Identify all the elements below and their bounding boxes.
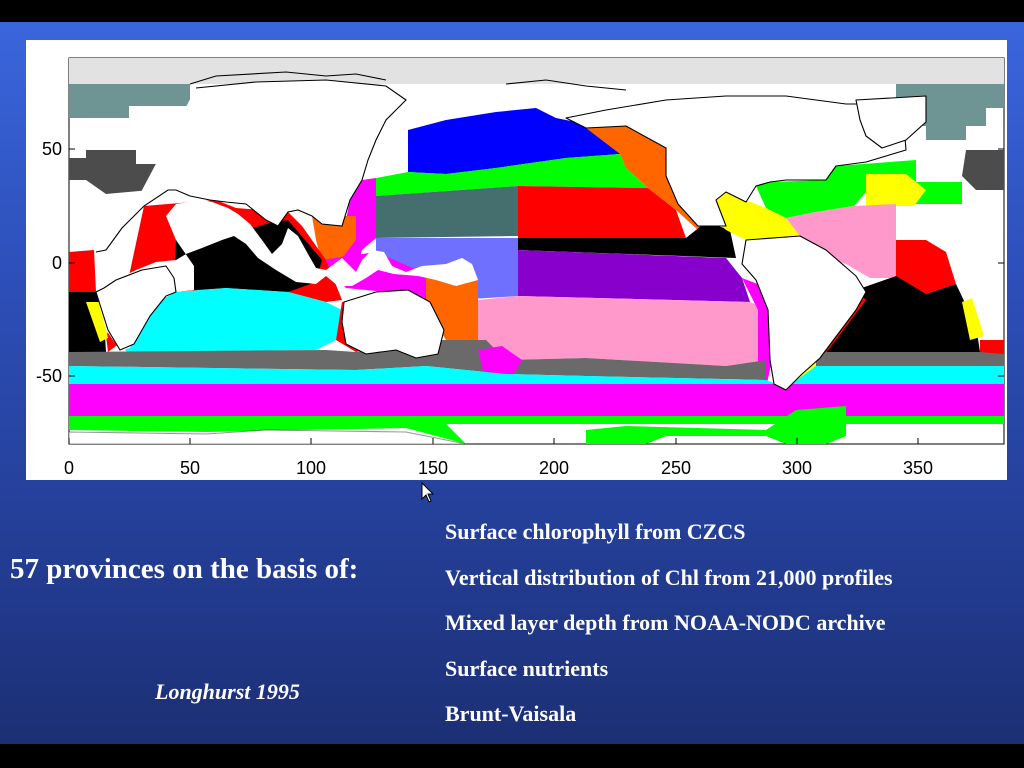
- province-antarctic-green-south: [69, 406, 846, 444]
- province-indonesia-magenta: [322, 252, 446, 302]
- province-pacific-coast-orange: [586, 126, 706, 230]
- province-north-atlantic-yellow: [866, 174, 926, 206]
- x-tick-label: 0: [64, 458, 74, 478]
- province-namibia-yellow: [962, 298, 984, 340]
- province-equatorial-purple: [518, 250, 750, 302]
- land-australia: [341, 289, 445, 359]
- y-tick-label: 0: [52, 253, 62, 273]
- province-west-pacific-orange: [312, 216, 356, 262]
- province-north-pacific-green: [376, 154, 648, 196]
- land-eurasia-africa: [96, 80, 478, 350]
- y-axis-ticks: [69, 148, 1004, 377]
- arctic-ice: [69, 58, 1004, 84]
- x-tick-label: 100: [296, 458, 326, 478]
- province-map: 0 50 100 150 200 250 300 350 50 0 -50: [36, 57, 1005, 478]
- province-antarctic-green: [69, 416, 1004, 424]
- land-africa-south: [95, 265, 177, 351]
- x-tick-label: 350: [903, 458, 933, 478]
- province-west-pacific-magenta: [342, 178, 376, 272]
- province-cape-red: [980, 340, 1004, 354]
- province-gulf-stream-green: [756, 182, 786, 218]
- province-indian-gyre-cyan: [124, 288, 342, 352]
- x-tick-label: 150: [418, 458, 448, 478]
- x-tick-label: 250: [661, 458, 691, 478]
- basis-item: Mixed layer depth from NOAA-NODC archive: [445, 610, 886, 636]
- x-tick-label: 200: [539, 458, 569, 478]
- province-north-atlantic-pink: [786, 204, 896, 278]
- province-north-pacific-red: [518, 186, 686, 238]
- basis-item: Vertical distribution of Chl from 21,000…: [445, 564, 893, 590]
- citation: Longhurst 1995: [155, 679, 300, 704]
- province-map-panel: 0 50 100 150 200 250 300 350 50 0 -50: [26, 40, 1007, 480]
- land-greenland: [855, 95, 927, 149]
- continent-outlines: [68, 80, 927, 445]
- province-east-pacific-black: [518, 222, 736, 258]
- province-north-pacific-blue: [408, 108, 620, 174]
- subpolar-province-east: [962, 150, 1004, 190]
- land-south-america: [741, 235, 867, 391]
- basis-item: Brunt-Vaisala: [445, 701, 577, 727]
- province-canary-red: [896, 240, 956, 294]
- arctic-province-west: [69, 84, 190, 106]
- land-antarctica: [68, 429, 467, 445]
- land-arctic-outline: [189, 71, 627, 91]
- x-tick-label: 50: [180, 458, 200, 478]
- province-subantarctic-cyan: [69, 366, 1004, 388]
- land-eurasia-outline: [95, 79, 407, 253]
- x-axis-ticks: [68, 438, 919, 444]
- basis-item: Surface chlorophyll from CZCS: [445, 519, 746, 544]
- province-guinea-red: [69, 250, 96, 292]
- province-caribbean-yellow: [706, 192, 800, 240]
- basis-list: Surface chlorophyll from CZCS Vertical d…: [445, 517, 893, 745]
- province-south-pacific-pink: [478, 296, 768, 366]
- y-tick-label: -50: [36, 366, 62, 386]
- province-north-pacific-teal: [376, 186, 518, 238]
- province-polar-front-magenta: [69, 384, 1004, 416]
- x-tick-label: 300: [782, 458, 812, 478]
- land-north-america: [565, 95, 907, 227]
- mouse-pointer-icon: [421, 482, 435, 503]
- arctic-province-west-lower: [69, 106, 129, 118]
- y-tick-label: 50: [42, 139, 62, 159]
- province-atlantic-front-gray: [816, 352, 1004, 366]
- lead-text: 57 provinces on the basis of:: [10, 553, 359, 585]
- province-subtropical-front-gray: [69, 340, 766, 380]
- basis-item: Surface nutrients: [445, 655, 609, 681]
- province-benguela-yellow: [86, 302, 108, 342]
